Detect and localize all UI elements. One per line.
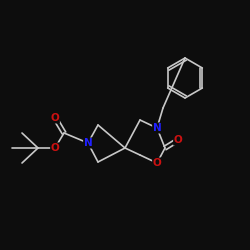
Text: O: O xyxy=(174,135,182,145)
Text: N: N xyxy=(84,138,92,148)
Text: O: O xyxy=(50,113,59,123)
Text: O: O xyxy=(50,143,59,153)
Text: N: N xyxy=(152,123,162,133)
Text: O: O xyxy=(152,158,162,168)
